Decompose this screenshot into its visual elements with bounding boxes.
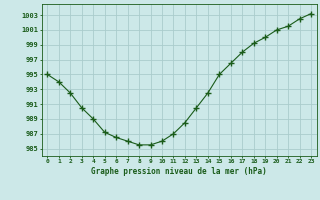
X-axis label: Graphe pression niveau de la mer (hPa): Graphe pression niveau de la mer (hPa) [91,167,267,176]
